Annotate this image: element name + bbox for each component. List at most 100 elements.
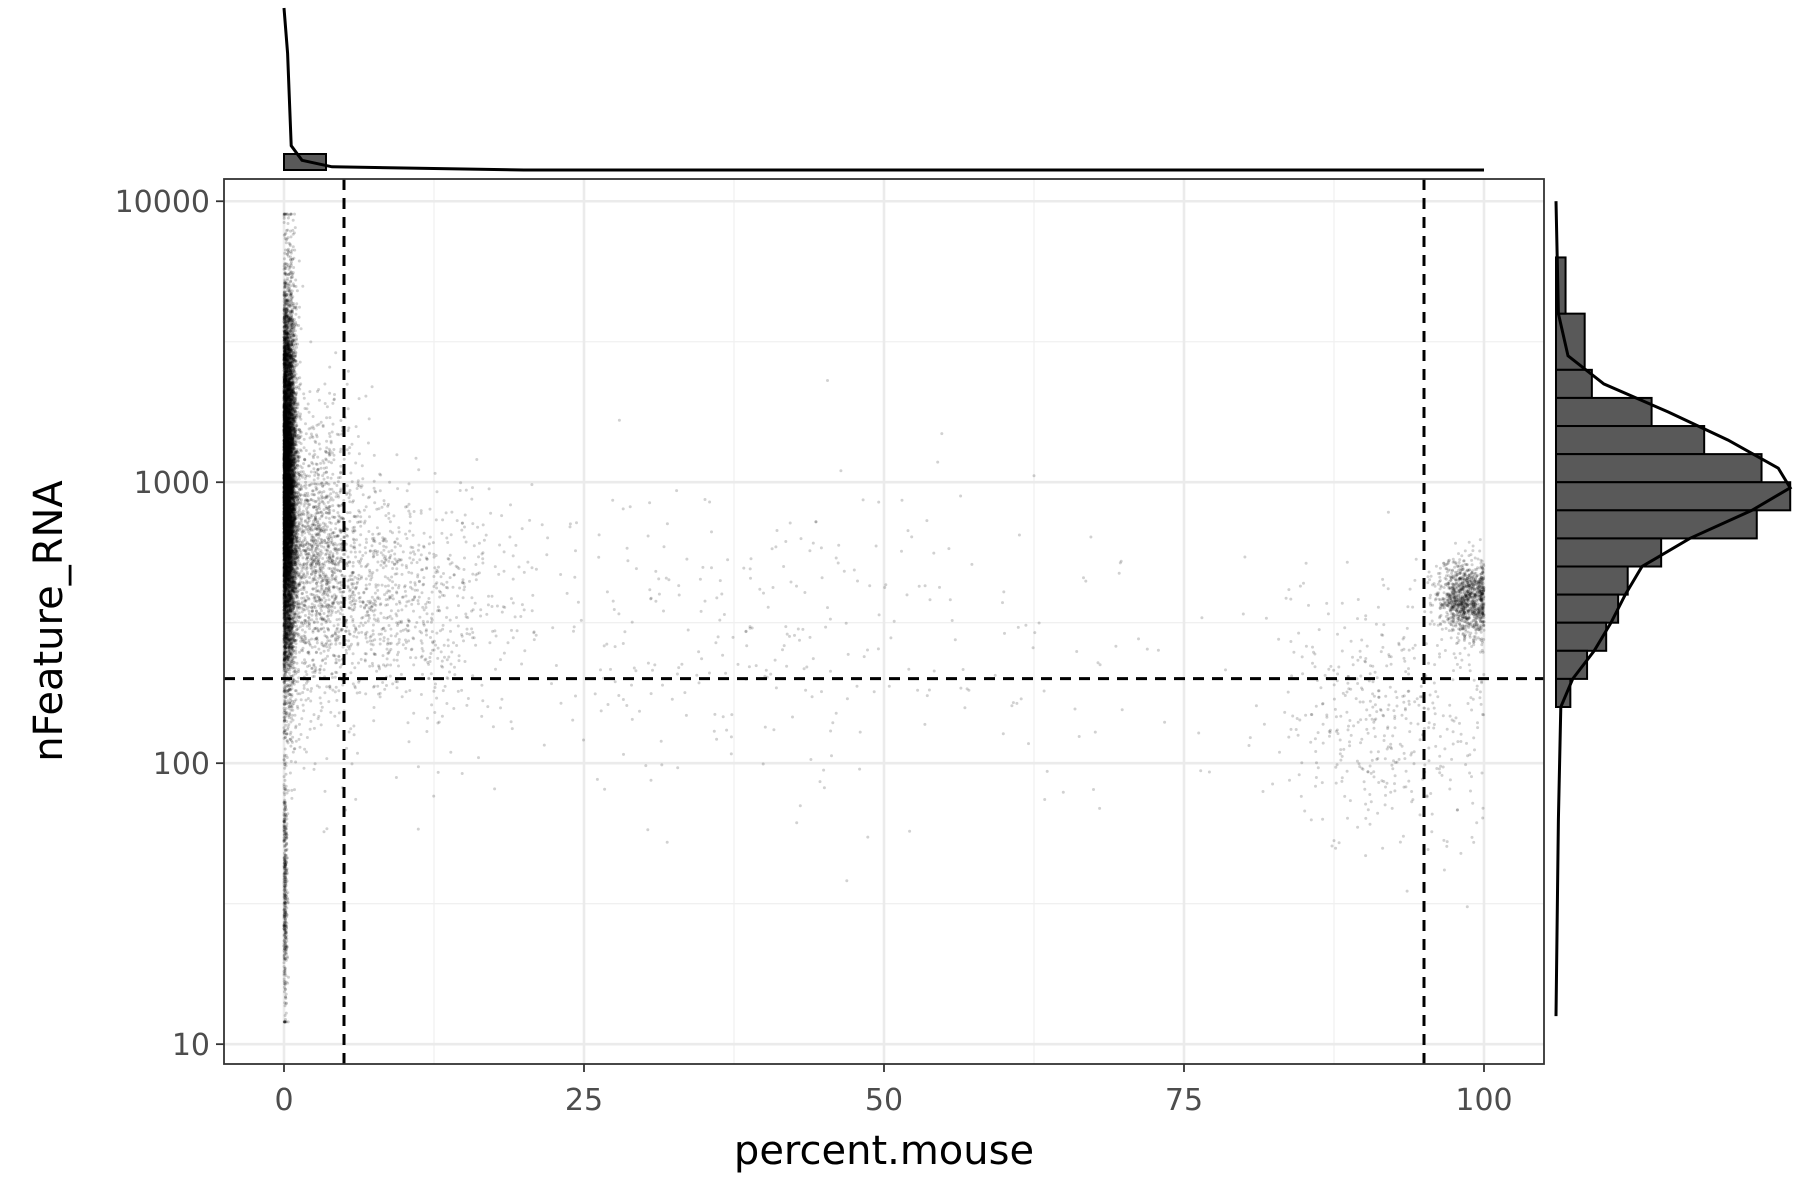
data-point <box>287 403 291 407</box>
data-point <box>288 522 292 526</box>
data-point <box>285 347 289 351</box>
data-point <box>288 487 292 491</box>
data-point <box>288 603 292 607</box>
right-histogram-bar <box>1555 565 1629 596</box>
data-point <box>292 357 296 361</box>
data-point <box>287 366 291 370</box>
data-point <box>286 513 290 517</box>
data-point <box>285 521 289 525</box>
data-point <box>285 533 289 537</box>
data-point <box>282 403 286 407</box>
data-point <box>293 212 296 216</box>
data-point <box>286 399 290 403</box>
data-point <box>291 718 295 722</box>
right-histogram-bar <box>1555 256 1567 315</box>
data-point <box>283 540 287 544</box>
data-point <box>286 437 290 441</box>
data-point <box>299 449 303 453</box>
right-histogram-bar <box>1555 396 1653 428</box>
data-point <box>283 571 287 575</box>
data-point <box>283 437 286 441</box>
data-point <box>282 503 286 507</box>
data-point <box>294 312 298 316</box>
data-point <box>288 405 292 409</box>
right-histogram-bar <box>1555 368 1593 399</box>
data-point <box>290 289 294 293</box>
data-point <box>282 638 286 642</box>
data-point <box>285 424 289 428</box>
data-point <box>295 466 299 470</box>
data-point <box>288 416 292 420</box>
data-point <box>284 580 288 584</box>
right-histogram-bar <box>1555 621 1608 652</box>
data-point <box>288 540 292 544</box>
data-point <box>295 378 299 382</box>
data-point <box>283 483 286 487</box>
data-point <box>289 441 293 444</box>
grid-major <box>224 179 1544 1064</box>
data-point <box>283 411 287 415</box>
data-point <box>282 523 286 526</box>
data-point <box>282 473 286 477</box>
data-point <box>283 517 287 521</box>
data-point <box>295 302 299 306</box>
data-point <box>288 579 292 583</box>
data-point <box>290 713 294 717</box>
data-point <box>288 732 292 736</box>
right-histogram-bar <box>1555 509 1758 540</box>
data-point <box>284 515 288 519</box>
data-point <box>285 598 289 602</box>
data-point <box>282 470 286 474</box>
data-point <box>291 463 295 467</box>
right-histogram-bar <box>1555 537 1663 568</box>
data-point <box>283 557 287 561</box>
data-point <box>287 267 291 271</box>
data-point <box>291 437 295 441</box>
data-point <box>289 398 293 402</box>
data-point <box>282 522 286 526</box>
data-point <box>301 284 305 288</box>
data-point <box>286 222 290 225</box>
data-point <box>287 441 291 445</box>
data-point <box>287 437 291 441</box>
data-point <box>284 466 288 470</box>
data-point <box>283 529 287 533</box>
data-point <box>298 360 302 364</box>
data-point <box>284 588 288 592</box>
data-point <box>292 418 296 422</box>
data-point <box>285 491 289 495</box>
data-point <box>282 358 286 362</box>
data-point <box>286 438 290 442</box>
data-point <box>284 582 288 586</box>
data-point <box>290 520 293 524</box>
data-point <box>282 459 286 463</box>
data-point <box>290 796 294 800</box>
data-point <box>291 343 295 347</box>
data-point <box>289 372 293 376</box>
data-point <box>283 449 287 453</box>
data-point <box>283 480 286 484</box>
data-point <box>283 447 287 451</box>
data-point <box>287 542 291 546</box>
top-density-curve <box>282 7 1484 172</box>
data-point <box>283 547 287 551</box>
data-point <box>288 599 292 603</box>
data-point <box>282 589 286 593</box>
data-point <box>286 725 290 729</box>
data-point <box>289 371 292 375</box>
data-point <box>283 493 287 497</box>
data-point <box>289 482 293 486</box>
data-point <box>294 724 298 728</box>
data-point <box>294 278 298 282</box>
data-point <box>290 519 294 523</box>
data-point <box>283 478 286 482</box>
data-point <box>283 350 287 354</box>
data-point <box>285 328 289 332</box>
data-point <box>292 351 296 355</box>
scatter-points <box>282 212 1486 1024</box>
data-point <box>287 351 291 355</box>
right-histogram-bar <box>1555 481 1792 512</box>
data-point <box>286 500 290 504</box>
data-point <box>283 419 287 423</box>
data-point <box>283 409 287 413</box>
